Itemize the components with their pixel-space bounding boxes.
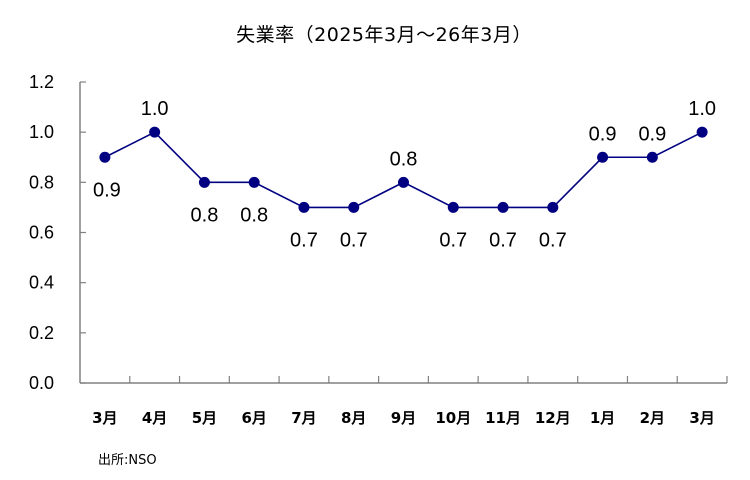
data-label: 1.0 [688,98,716,120]
x-tick-label: 1月 [590,409,615,427]
data-point-marker [149,126,161,138]
data-point-marker [597,151,609,163]
y-tick-label: 0.0 [29,373,54,393]
x-tick-label: 10月 [435,409,471,427]
x-tick-label: 5月 [192,409,217,427]
data-point-marker [348,201,360,213]
data-label: 0.9 [93,179,121,201]
data-point-marker [198,176,210,188]
x-tick-label: 9月 [391,409,416,427]
chart-title: 失業率（2025年3月～26年3月） [236,24,532,46]
data-point-marker [248,176,260,188]
y-tick-label: 0.2 [29,323,54,343]
data-label: 0.7 [489,229,517,251]
y-tick-label: 0.8 [29,172,54,192]
y-tick-label: 0.4 [29,273,54,293]
source-note: 出所:NSO [98,453,157,468]
x-tick-label: 8月 [341,409,366,427]
data-point-marker [398,176,409,188]
data-point-marker [298,201,310,213]
data-point-marker [696,126,708,138]
data-label: 0.8 [191,204,219,226]
y-tick-label: 1.2 [29,72,54,92]
data-point-marker [99,151,111,163]
data-point-marker [547,201,559,213]
data-label: 0.7 [290,229,318,251]
data-label: 0.7 [340,229,368,251]
x-tick-label: 12月 [535,409,571,427]
data-label: 1.0 [141,98,169,120]
data-point-marker [447,201,459,213]
data-markers [99,126,708,213]
data-label: 0.9 [638,123,666,145]
x-tick-label: 6月 [241,409,266,427]
x-tick-label: 3月 [689,409,714,427]
x-tick-label: 3月 [92,409,117,427]
y-tick-label: 0.6 [29,223,54,243]
data-point-marker [497,201,509,213]
data-point-marker [646,151,658,163]
data-label: 0.8 [240,204,268,226]
x-tick-label: 4月 [142,409,167,427]
data-label: 0.7 [439,229,467,251]
data-label: 0.8 [390,148,418,170]
x-tick-label: 11月 [485,409,521,427]
x-tick-label: 7月 [291,409,316,427]
data-label: 0.7 [539,229,567,251]
x-tick-label: 2月 [640,409,665,427]
y-tick-label: 1.0 [29,122,54,142]
data-labels: 0.9 1.0 0.8 0.8 0.7 0.7 0.8 0.7 0.7 0.7 0.9 0.9 1.0 [93,98,716,251]
data-label: 0.9 [589,123,617,145]
y-axis: 0.0 0.2 0.4 0.6 0.8 1.0 1.2 [29,72,86,393]
x-axis: 3月 4月 5月 6月 7月 8月 9月 10月 11月 12月 1月 2月 3月 [80,376,728,427]
